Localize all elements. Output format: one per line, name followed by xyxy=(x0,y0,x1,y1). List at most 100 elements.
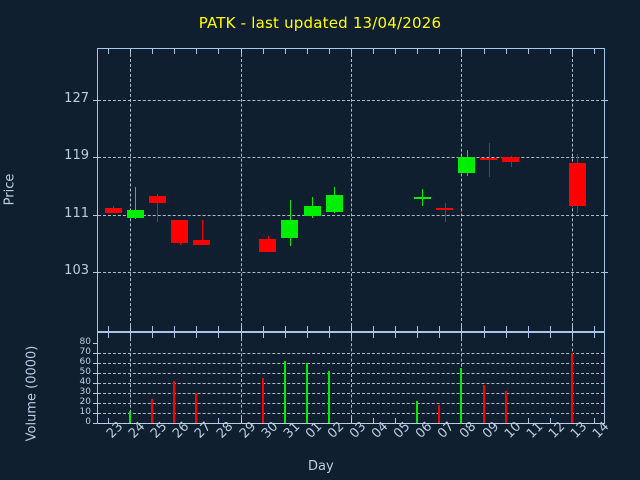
day-tick xyxy=(549,326,551,331)
price-tick-right xyxy=(603,100,608,101)
day-tick xyxy=(152,49,154,54)
volume-tick xyxy=(93,383,98,384)
volume-tick-label: 30 xyxy=(79,387,91,397)
day-gridline xyxy=(351,49,352,331)
day-tick xyxy=(284,49,286,54)
candle-wick xyxy=(135,187,137,219)
volume-tick-label: 80 xyxy=(79,337,91,347)
volume-bar xyxy=(195,393,198,423)
volume-bar xyxy=(570,353,573,423)
volume-bar xyxy=(129,411,132,423)
candle-body xyxy=(281,220,299,238)
day-tick xyxy=(108,333,110,338)
day-tick xyxy=(439,333,441,338)
day-tick xyxy=(284,326,286,331)
volume-tick-label: 70 xyxy=(79,347,91,357)
day-axis-title: Day xyxy=(308,459,334,474)
volume-tick-label: 0 xyxy=(85,417,91,427)
price-tick xyxy=(93,100,98,101)
day-tick xyxy=(218,333,220,338)
day-tick xyxy=(395,418,397,423)
day-tick xyxy=(483,326,485,331)
day-tick xyxy=(174,49,176,54)
volume-bar xyxy=(173,381,176,423)
day-tick xyxy=(527,418,529,423)
volume-bar xyxy=(283,361,286,423)
day-gridline xyxy=(130,49,132,331)
day-tick xyxy=(196,333,198,338)
day-tick xyxy=(306,333,308,338)
candle-body xyxy=(259,239,277,252)
day-tick xyxy=(373,326,375,331)
candle-body xyxy=(104,207,122,213)
day-tick xyxy=(262,49,264,54)
candle-wick xyxy=(201,220,203,245)
candle-body xyxy=(148,196,166,204)
day-tick xyxy=(218,326,220,331)
candle-wick xyxy=(488,143,490,178)
candle-wick xyxy=(157,193,159,222)
volume-bar xyxy=(327,371,330,423)
price-plot-area xyxy=(97,48,605,332)
volume-tick xyxy=(93,343,98,344)
candle-body xyxy=(325,194,343,212)
day-tick xyxy=(174,326,176,331)
day-gridline xyxy=(240,49,242,331)
day-tick xyxy=(505,326,507,331)
day-tick xyxy=(328,333,330,338)
day-tick xyxy=(262,333,264,338)
volume-tick xyxy=(93,413,98,414)
volume-tick xyxy=(93,373,98,374)
day-tick xyxy=(373,333,375,338)
price-tick xyxy=(93,157,98,159)
day-tick xyxy=(196,49,198,54)
day-tick xyxy=(527,333,529,338)
day-tick xyxy=(593,49,595,54)
day-tick xyxy=(152,333,154,338)
volume-tick-label: 20 xyxy=(79,397,91,407)
day-tick xyxy=(196,326,198,331)
day-tick xyxy=(152,326,154,331)
day-tick xyxy=(218,418,220,423)
candle-wick xyxy=(444,203,446,222)
price-tick-right xyxy=(603,157,608,159)
volume-bar xyxy=(504,391,507,423)
day-tick xyxy=(108,49,110,54)
volume-bar xyxy=(261,378,264,423)
day-tick xyxy=(108,418,110,423)
volume-tick-label: 60 xyxy=(79,357,91,367)
volume-bar xyxy=(438,405,441,423)
day-tick xyxy=(483,333,485,338)
day-tick xyxy=(108,326,110,331)
volume-tick xyxy=(93,403,98,404)
day-tick xyxy=(417,49,419,54)
day-tick xyxy=(174,333,176,338)
day-tick xyxy=(395,49,397,54)
day-tick xyxy=(218,49,220,54)
day-tick xyxy=(328,326,330,331)
day-gridline xyxy=(461,49,463,331)
volume-tick xyxy=(93,353,98,354)
volume-tick xyxy=(93,363,98,364)
day-tick xyxy=(593,326,595,331)
chart-title: PATK - last updated 13/04/2026 xyxy=(198,14,442,32)
price-tick-label: 111 xyxy=(64,205,89,221)
price-tick-label: 119 xyxy=(64,148,89,164)
price-tick-right xyxy=(603,272,608,273)
day-tick xyxy=(527,49,529,54)
candle-body xyxy=(303,206,321,217)
day-tick xyxy=(549,418,551,423)
day-tick xyxy=(483,49,485,54)
candle-body xyxy=(502,157,520,162)
day-tick xyxy=(505,49,507,54)
volume-bar xyxy=(460,368,463,423)
price-tick-label: 103 xyxy=(64,263,89,278)
candle-body xyxy=(193,240,211,245)
day-tick xyxy=(373,49,375,54)
candle-body xyxy=(480,158,498,161)
volume-tick-label: 10 xyxy=(79,407,91,417)
price-tick-right xyxy=(603,214,608,216)
day-tick xyxy=(439,49,441,54)
day-tick xyxy=(306,326,308,331)
